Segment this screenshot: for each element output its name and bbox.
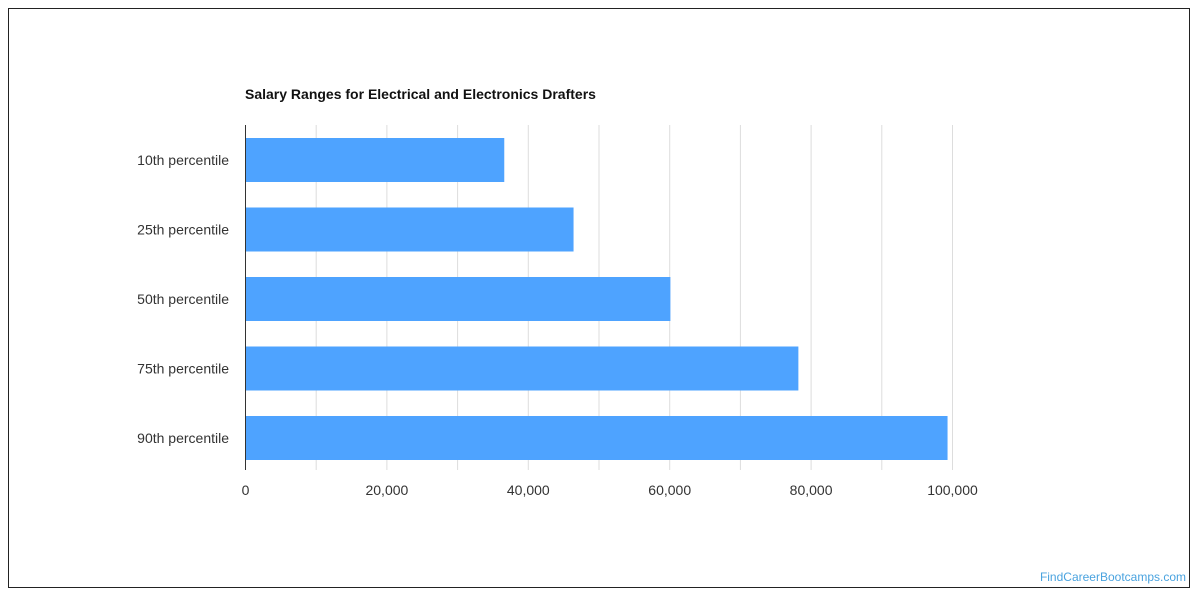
x-tick-label: 20,000 (365, 482, 408, 498)
x-tick-label: 40,000 (507, 482, 550, 498)
bar-50th-percentile (245, 277, 671, 321)
x-tick-label: 80,000 (790, 482, 833, 498)
bar-10th-percentile (245, 138, 505, 182)
category-label: 75th percentile (137, 361, 229, 377)
x-tick-labels: 0 20,000 40,000 60,000 80,000 100,000 (242, 482, 978, 498)
category-label: 50th percentile (137, 291, 229, 307)
category-label: 90th percentile (137, 430, 229, 446)
chart-title: Salary Ranges for Electrical and Electro… (245, 86, 596, 102)
x-tick-label: 60,000 (648, 482, 691, 498)
x-tick-label: 100,000 (927, 482, 978, 498)
category-label: 10th percentile (137, 152, 229, 168)
bar-75th-percentile (245, 346, 799, 391)
bars (245, 138, 948, 460)
category-label: 25th percentile (137, 222, 229, 238)
category-labels: 10th percentile 25th percentile 50th perce… (137, 152, 229, 446)
bar-25th-percentile (245, 207, 574, 252)
bar-90th-percentile (245, 416, 948, 460)
watermark: FindCareerBootcamps.com (1039, 570, 1186, 584)
x-tick-label: 0 (242, 482, 250, 498)
